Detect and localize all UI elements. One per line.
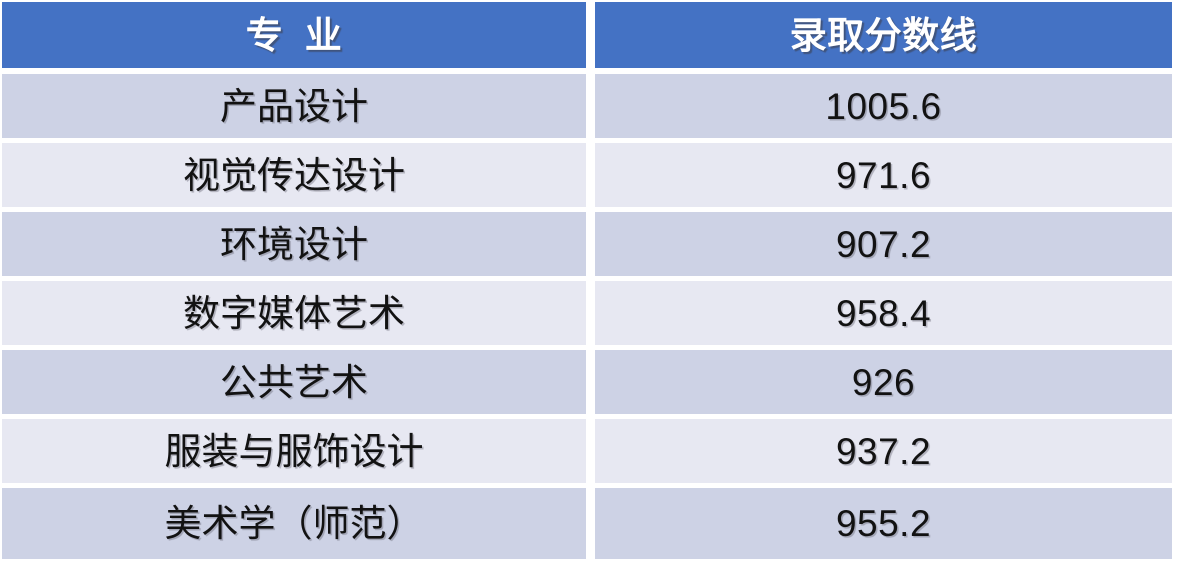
cell-major: 公共艺术 — [2, 350, 586, 414]
major-name: 环境设计 — [220, 223, 368, 265]
table-row: 数字媒体艺术 958.4 — [2, 281, 1172, 345]
header-cell-score: 录取分数线 — [595, 2, 1172, 68]
table-row: 公共艺术 926 — [2, 350, 1172, 414]
cell-score: 955.2 — [595, 488, 1172, 559]
cell-score: 907.2 — [595, 212, 1172, 276]
cell-score: 937.2 — [595, 419, 1172, 483]
score-value: 907.2 — [835, 223, 932, 265]
header-cell-major: 专 业 — [2, 2, 586, 68]
table-row: 美术学（师范） 955.2 — [2, 488, 1172, 559]
header-label-major: 专 业 — [245, 14, 343, 56]
major-name: 服装与服饰设计 — [164, 430, 424, 472]
score-value: 1005.6 — [825, 85, 942, 127]
table-header-row: 专 业 录取分数线 — [2, 2, 1172, 68]
cell-score: 926 — [595, 350, 1172, 414]
major-name: 美术学（师范） — [164, 503, 424, 544]
score-value: 937.2 — [835, 430, 932, 472]
major-name: 公共艺术 — [220, 361, 368, 403]
score-value: 958.4 — [835, 292, 932, 334]
table-row: 视觉传达设计 971.6 — [2, 143, 1172, 207]
header-label-score: 录取分数线 — [789, 14, 978, 56]
major-name: 视觉传达设计 — [183, 154, 405, 196]
score-value: 926 — [851, 361, 916, 403]
major-name: 数字媒体艺术 — [183, 292, 405, 334]
table-row: 环境设计 907.2 — [2, 212, 1172, 276]
table-row: 产品设计 1005.6 — [2, 74, 1172, 138]
cell-score: 1005.6 — [595, 74, 1172, 138]
score-value: 971.6 — [835, 154, 932, 196]
cell-major: 数字媒体艺术 — [2, 281, 586, 345]
cell-major: 服装与服饰设计 — [2, 419, 586, 483]
cell-score: 958.4 — [595, 281, 1172, 345]
cell-major: 环境设计 — [2, 212, 586, 276]
score-value: 955.2 — [835, 503, 932, 544]
cell-score: 971.6 — [595, 143, 1172, 207]
cell-major: 视觉传达设计 — [2, 143, 586, 207]
table-row: 服装与服饰设计 937.2 — [2, 419, 1172, 483]
cell-major: 产品设计 — [2, 74, 586, 138]
cell-major: 美术学（师范） — [2, 488, 586, 559]
major-name: 产品设计 — [220, 85, 368, 127]
